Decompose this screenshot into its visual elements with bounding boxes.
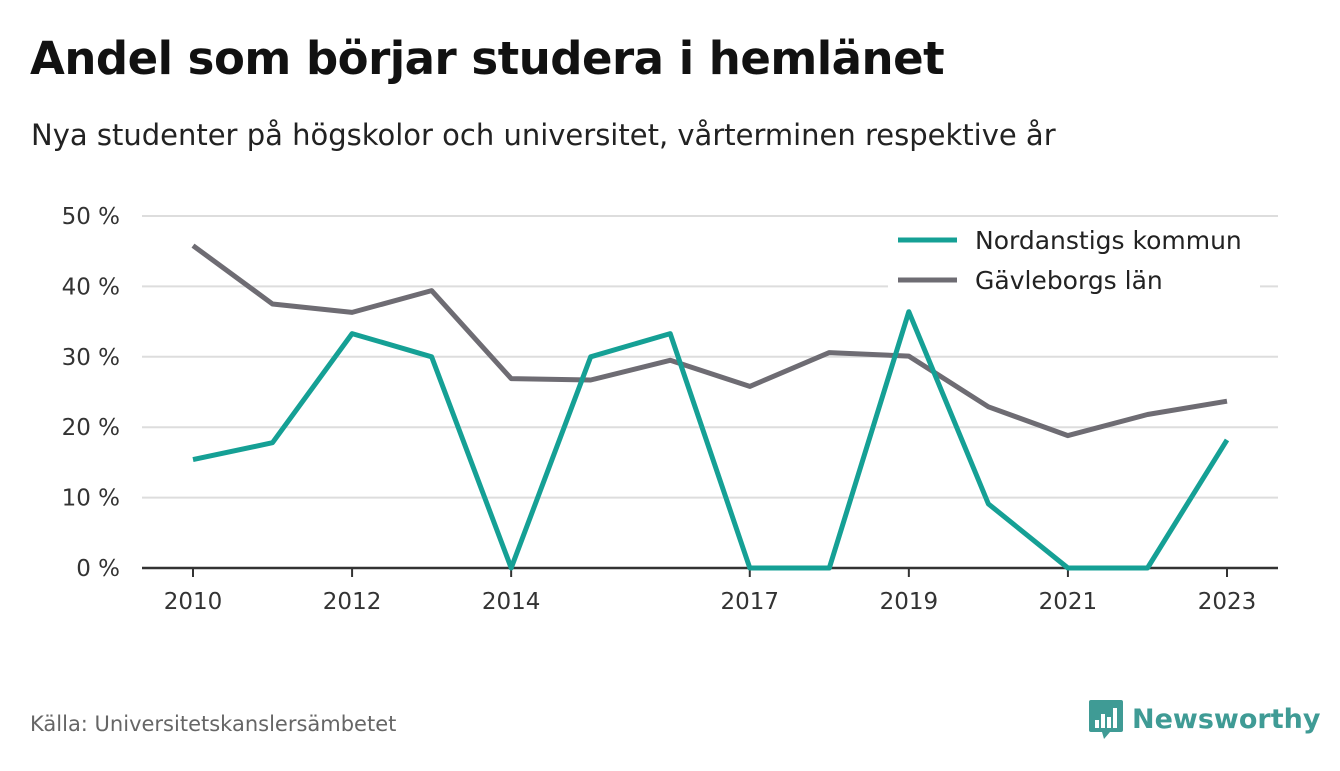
y-tick-label: 0 %	[76, 556, 120, 582]
series-lines	[191, 243, 1230, 571]
legend-label: Nordanstigs kommun	[975, 226, 1242, 255]
x-tick-label: 2010	[164, 589, 223, 615]
x-tick-label: 2017	[720, 589, 779, 615]
x-tick-label: 2019	[880, 589, 939, 615]
y-tick-label: 10 %	[62, 486, 120, 512]
axes: 0 % 10 % 20 % 30 % 40 % 50 % 2010 2012 2014 2017 2…	[62, 204, 1278, 615]
chart-title: Andel som börjar studera i hemlänet	[30, 32, 945, 85]
brand-name: Newsworthy	[1132, 703, 1321, 735]
source-note: Källa: Universitetskanslersämbetet	[30, 712, 397, 736]
y-tick-label: 40 %	[62, 274, 120, 300]
y-tick-label: 50 %	[62, 204, 120, 230]
x-tick-label: 2023	[1198, 589, 1257, 615]
series-line-1	[192, 309, 1230, 571]
y-tick-label: 30 %	[62, 345, 120, 371]
series-line-2	[191, 243, 1228, 439]
x-tick-label: 2014	[482, 589, 541, 615]
legend-label: Gävleborgs län	[975, 266, 1163, 295]
line-chart: 0 % 10 % 20 % 30 % 40 % 50 % 2010 2012 2014 2017 2…	[62, 204, 1278, 615]
x-tick-label: 2021	[1039, 589, 1098, 615]
legend: Nordanstigs kommun Gävleborgs län	[888, 218, 1260, 295]
brand-logo: Newsworthy	[1088, 698, 1320, 740]
x-tick-label: 2012	[323, 589, 382, 615]
chart-subtitle: Nya studenter på högskolor och universit…	[31, 118, 1056, 152]
bar-chart-speech-bubble-icon	[1089, 700, 1123, 739]
y-tick-label: 20 %	[62, 415, 120, 441]
